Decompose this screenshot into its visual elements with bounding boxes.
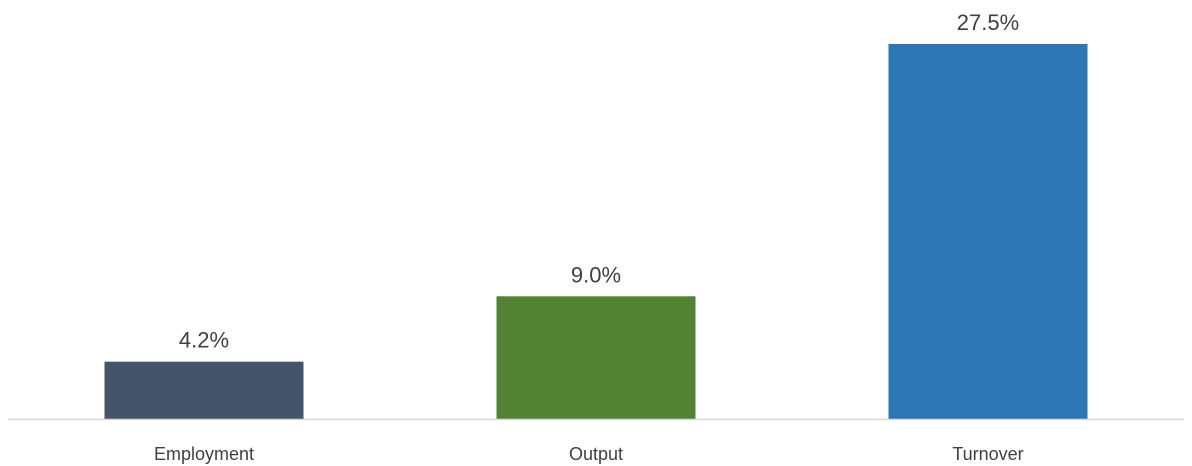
bars-group xyxy=(104,44,1088,419)
data-label-employment: 4.2% xyxy=(179,328,229,353)
data-label-output: 9.0% xyxy=(571,262,621,287)
data-label-turnover: 27.5% xyxy=(957,10,1019,35)
bar-employment xyxy=(104,361,304,419)
category-label-turnover: Turnover xyxy=(952,444,1023,464)
category-labels-group: Employment Output Turnover xyxy=(154,444,1024,464)
data-labels-group: 4.2% 9.0% 27.5% xyxy=(179,10,1019,353)
bar-turnover xyxy=(888,44,1088,419)
category-label-output: Output xyxy=(569,444,623,464)
bar-output xyxy=(496,296,696,419)
category-label-employment: Employment xyxy=(154,444,254,464)
